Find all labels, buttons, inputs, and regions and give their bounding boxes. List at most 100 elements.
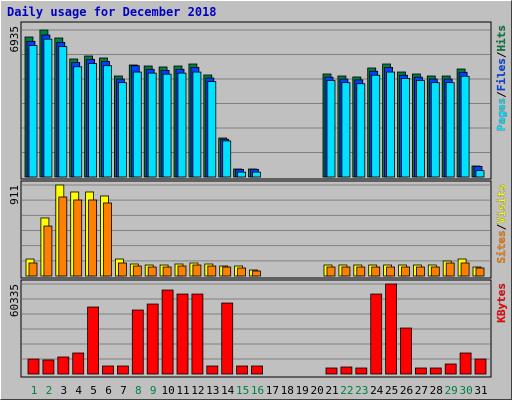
legend: Pages/Files/Hits bbox=[495, 25, 508, 131]
bar bbox=[102, 365, 114, 375]
bar bbox=[251, 365, 263, 375]
chart-title: Daily usage for December 2018 bbox=[7, 5, 217, 19]
bar bbox=[147, 72, 157, 178]
x-tick-label: 1 bbox=[31, 384, 38, 397]
x-tick-label: 29 bbox=[445, 384, 458, 397]
bar bbox=[103, 202, 112, 277]
legend-entry: Visits bbox=[495, 184, 508, 224]
bar bbox=[43, 225, 53, 277]
bar bbox=[460, 75, 470, 178]
bar bbox=[445, 262, 455, 277]
x-tick-label: 30 bbox=[459, 384, 472, 397]
bar bbox=[326, 266, 336, 277]
bar bbox=[57, 356, 70, 375]
x-tick-label: 17 bbox=[266, 384, 279, 397]
bar bbox=[222, 266, 232, 277]
x-tick-label: 8 bbox=[135, 384, 142, 397]
bar bbox=[28, 45, 38, 178]
bar bbox=[192, 71, 202, 178]
x-tick-label: 14 bbox=[221, 384, 235, 397]
bar bbox=[460, 262, 470, 277]
bar bbox=[87, 306, 99, 375]
bar bbox=[27, 358, 40, 375]
legend-entry: Pages bbox=[495, 98, 508, 131]
bar bbox=[326, 80, 336, 178]
legend-entry: Hits bbox=[495, 25, 508, 52]
x-tick-label: 21 bbox=[325, 384, 338, 397]
bar bbox=[386, 266, 396, 277]
bar bbox=[118, 82, 127, 178]
bar bbox=[386, 71, 396, 178]
bar bbox=[73, 66, 83, 178]
x-tick-label: 10 bbox=[161, 384, 174, 397]
bar bbox=[221, 302, 234, 375]
bar bbox=[192, 264, 202, 277]
x-tick-label: 12 bbox=[191, 384, 204, 397]
bar bbox=[177, 72, 187, 178]
bar bbox=[340, 366, 353, 375]
bar bbox=[371, 74, 381, 178]
bar bbox=[131, 309, 144, 375]
legend-separator: / bbox=[495, 91, 508, 98]
legend: Sites/Visits bbox=[495, 184, 508, 264]
x-tick-label: 20 bbox=[310, 384, 323, 397]
panel bbox=[20, 180, 492, 279]
bar bbox=[236, 365, 249, 375]
bar bbox=[475, 267, 485, 277]
legend: KBytes bbox=[495, 283, 508, 323]
x-tick-label: 22 bbox=[340, 384, 353, 397]
x-tick-label: 2 bbox=[46, 384, 53, 397]
bar bbox=[132, 265, 142, 277]
x-tick-label: 26 bbox=[400, 384, 413, 397]
bar bbox=[72, 352, 85, 375]
bar bbox=[237, 171, 247, 178]
y-max-label: 6935 bbox=[8, 26, 21, 53]
legend-separator: / bbox=[495, 223, 508, 230]
bar bbox=[444, 363, 457, 375]
bar bbox=[88, 199, 97, 277]
x-tick-label: 28 bbox=[430, 384, 443, 397]
x-tick-label: 18 bbox=[281, 384, 294, 397]
bar bbox=[161, 289, 174, 375]
bar bbox=[207, 265, 217, 277]
bar bbox=[474, 358, 487, 375]
legend-entry: Sites bbox=[495, 230, 508, 263]
bar bbox=[430, 82, 440, 178]
x-tick-label: 3 bbox=[60, 384, 67, 397]
x-tick-label: 13 bbox=[206, 384, 219, 397]
bar bbox=[28, 262, 38, 277]
x-tick-label: 24 bbox=[370, 384, 384, 397]
bar bbox=[222, 140, 232, 178]
bar bbox=[459, 352, 472, 375]
bar bbox=[43, 38, 53, 178]
bar bbox=[147, 266, 157, 277]
legend-entry: Files bbox=[495, 58, 508, 91]
bar bbox=[42, 359, 55, 375]
x-tick-label: 31 bbox=[474, 384, 487, 397]
legend-separator: / bbox=[495, 51, 508, 58]
bar bbox=[146, 303, 159, 375]
x-tick-label: 25 bbox=[385, 384, 398, 397]
bar bbox=[191, 293, 204, 375]
bar bbox=[237, 267, 247, 277]
bar bbox=[356, 83, 366, 178]
bar bbox=[370, 293, 383, 375]
bar bbox=[117, 365, 129, 375]
bar bbox=[385, 283, 398, 375]
y-max-label: 911 bbox=[8, 185, 21, 205]
bar bbox=[325, 367, 338, 375]
bar bbox=[341, 82, 351, 178]
bar bbox=[176, 293, 189, 375]
bar bbox=[400, 327, 412, 375]
x-tick-label: 11 bbox=[176, 384, 189, 397]
x-tick-label: 6 bbox=[105, 384, 112, 397]
y-max-label: 60335 bbox=[8, 284, 21, 317]
bar bbox=[58, 46, 68, 178]
bar bbox=[252, 171, 261, 178]
bar bbox=[252, 270, 261, 277]
x-tick-label: 7 bbox=[120, 384, 127, 397]
bar bbox=[414, 367, 427, 375]
bar bbox=[445, 82, 455, 178]
